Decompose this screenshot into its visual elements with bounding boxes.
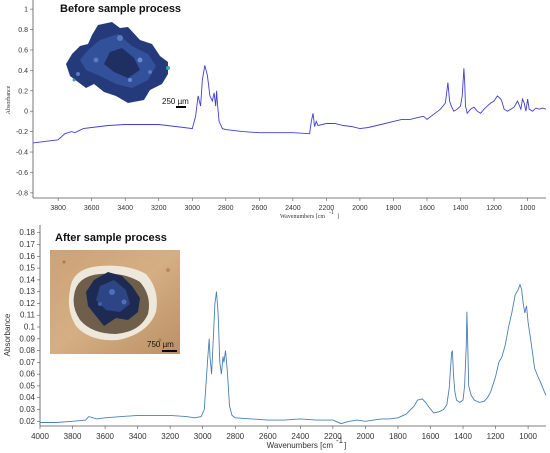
bottom-scale-bar <box>162 350 177 352</box>
y-tick-label: 0.16 <box>19 252 35 261</box>
top-scale-bar <box>176 106 186 108</box>
top-x-axis-label-close: ] <box>337 214 339 220</box>
x-tick-label: 4000 <box>31 432 49 441</box>
x-tick-label: 3200 <box>151 205 167 212</box>
y-tick-label: -0.8 <box>16 190 28 197</box>
bottom-x-axis-label-superscript: -1 <box>336 436 344 445</box>
x-tick-label: 1000 <box>519 432 537 441</box>
x-tick-label: 1400 <box>453 205 469 212</box>
x-tick-label: 2400 <box>291 432 309 441</box>
y-tick-label: 0.11 <box>20 311 36 320</box>
x-tick-label: 3800 <box>50 205 66 212</box>
y-tick-label: 0.18 <box>19 228 35 237</box>
x-tick-label: 3000 <box>184 205 200 212</box>
x-tick-label: 3600 <box>96 432 114 441</box>
y-tick-label: 0.14 <box>19 275 35 284</box>
x-tick-label: 3800 <box>64 432 82 441</box>
top-x-axis-label-superscript: -1 <box>329 210 334 216</box>
y-tick-label: 0.07 <box>19 358 35 367</box>
y-tick-label: 0.15 <box>19 264 35 273</box>
y-tick-label: 0.03 <box>19 405 35 414</box>
top-panel: Before sample process -0.8 -0.6 -0.4 -0.2 0 0… <box>6 0 547 220</box>
bottom-x-ticks: 4000 3800 3600 3400 3200 3000 2800 2600 2400 2200… <box>31 426 538 441</box>
x-tick-label: 1000 <box>520 205 536 212</box>
x-tick-label: 1800 <box>389 432 407 441</box>
x-tick-label: 2200 <box>324 432 342 441</box>
bottom-y-axis-label: Absorbance <box>3 313 12 356</box>
y-tick-label: 0.08 <box>19 346 35 355</box>
x-tick-label: 1200 <box>486 205 502 212</box>
y-tick-label: 0.05 <box>19 381 35 390</box>
x-tick-label: 3200 <box>161 432 179 441</box>
x-tick-label: 2400 <box>285 205 301 212</box>
y-tick-label: -0.2 <box>16 129 28 136</box>
x-tick-label: 2600 <box>252 205 268 212</box>
y-tick-label: 0.8 <box>18 27 28 34</box>
top-panel-title: Before sample process <box>60 3 181 15</box>
y-tick-label: 0.13 <box>19 287 35 296</box>
bottom-inset-micrograph <box>50 250 180 354</box>
y-tick-label: 0.02 <box>19 417 35 426</box>
x-tick-label: 2000 <box>357 432 375 441</box>
top-scale-bar-label: 250 µm <box>162 97 189 106</box>
bottom-x-axis-label-close: ] <box>344 441 346 450</box>
top-spectrum-line <box>32 65 547 144</box>
y-tick-label: 1 <box>24 7 28 14</box>
y-tick-label: -0.6 <box>16 170 28 177</box>
y-tick-label: 0.04 <box>19 393 35 402</box>
x-tick-label: 1800 <box>386 205 402 212</box>
x-tick-label: 2600 <box>259 432 277 441</box>
bottom-x-axis-label: Wavenumbers [cm <box>267 441 334 450</box>
top-y-axis-label: Absorbance <box>6 85 12 114</box>
y-tick-label: 0.06 <box>19 370 35 379</box>
top-x-axis-label: Wavenumbers [cm <box>280 214 325 220</box>
top-y-ticks: -0.8 -0.6 -0.4 -0.2 0 0.2 0.4 0.6 0.8 1 <box>16 7 33 197</box>
y-tick-label: 0.2 <box>18 88 28 95</box>
x-tick-label: 2800 <box>226 432 244 441</box>
y-tick-label: 0.17 <box>19 240 35 249</box>
x-tick-label: 1600 <box>419 205 435 212</box>
x-tick-label: 3000 <box>194 432 212 441</box>
x-tick-label: 1600 <box>422 432 440 441</box>
bottom-scale-bar-label: 750 µm <box>147 340 174 349</box>
y-tick-label: 0.12 <box>19 299 35 308</box>
x-tick-label: 3400 <box>117 205 133 212</box>
y-tick-label: 0.09 <box>19 334 35 343</box>
bottom-panel: After sample process 0.020.030.040.050.0… <box>3 225 547 450</box>
x-tick-label: 2800 <box>218 205 234 212</box>
x-tick-label: 2200 <box>319 205 335 212</box>
y-tick-label: 0.4 <box>18 68 28 75</box>
x-tick-label: 3400 <box>129 432 147 441</box>
top-inset-micrograph <box>66 22 170 103</box>
top-x-ticks: 3800 3600 3400 3200 3000 2800 2600 2400 2200 2000… <box>50 198 535 212</box>
y-tick-label: 0.1 <box>24 323 36 332</box>
bottom-panel-title: After sample process <box>55 232 167 244</box>
y-tick-label: -0.4 <box>16 150 28 157</box>
x-tick-label: 2000 <box>352 205 368 212</box>
y-tick-label: 0.6 <box>18 47 28 54</box>
x-tick-label: 1200 <box>487 432 505 441</box>
x-tick-label: 3600 <box>84 205 100 212</box>
x-tick-label: 1400 <box>454 432 472 441</box>
y-tick-label: 0 <box>24 109 28 116</box>
bottom-spectrum-line <box>40 283 547 425</box>
bottom-y-ticks: 0.02 0.03 0.04 0.05 0.06 0.07 0.08 0.09 0.1 0.11 0… <box>19 228 40 426</box>
